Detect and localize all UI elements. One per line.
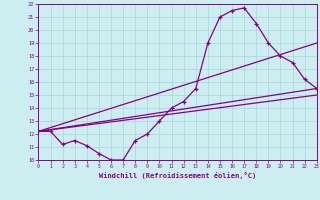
X-axis label: Windchill (Refroidissement éolien,°C): Windchill (Refroidissement éolien,°C) xyxy=(99,172,256,179)
